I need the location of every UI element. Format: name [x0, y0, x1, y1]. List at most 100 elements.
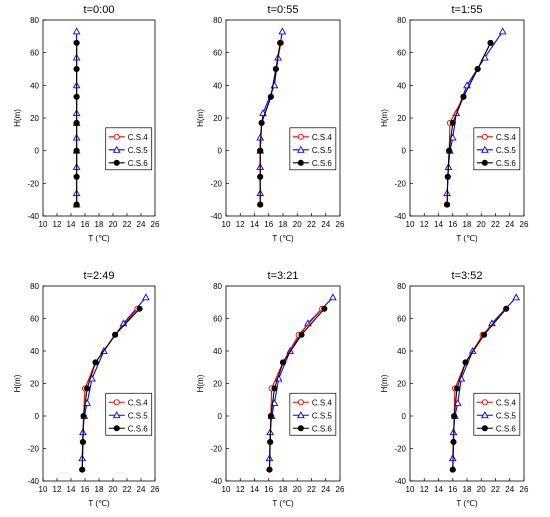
x-tick-label: 20 [477, 220, 486, 229]
legend-entry: C.S.6 [496, 159, 517, 168]
y-tick-label: 60 [30, 315, 39, 324]
x-tick-label: 26 [151, 485, 160, 494]
x-tick-label: 20 [293, 220, 302, 229]
y-axis-label: H(m) [380, 109, 389, 127]
x-tick-label: 16 [264, 485, 273, 494]
x-tick-label: 20 [477, 485, 486, 494]
x-tick-label: 10 [222, 485, 231, 494]
x-tick-label: 12 [53, 485, 62, 494]
y-tick-label: 0 [218, 147, 223, 156]
legend-entry: C.S.5 [312, 411, 333, 420]
data-point-cs5 [453, 398, 462, 406]
y-axis-label: H(m) [380, 374, 389, 392]
data-point-cs6 [450, 438, 457, 446]
legend-marker [480, 145, 489, 153]
data-point-cs6 [481, 331, 488, 338]
x-tick-label: 26 [336, 220, 345, 229]
chart-panel-6: t=3:52 10 12 14 16 18 20 22 24 26 -40 -20 0 20 40 60 80 T… [380, 270, 529, 508]
data-point-cs6 [73, 65, 80, 73]
data-point-cs6 [267, 412, 274, 420]
legend-entry: C.S.4 [312, 398, 333, 407]
x-tick-label: 18 [95, 220, 104, 229]
y-tick-label: -20 [210, 445, 222, 454]
x-tick-label: 22 [123, 220, 132, 229]
x-tick-label: 24 [137, 485, 146, 494]
chart-title: t=0:00 [84, 4, 115, 16]
x-tick-label: 22 [491, 220, 500, 229]
legend-marker [113, 425, 120, 432]
x-tick-label: 18 [95, 485, 104, 494]
y-axis-label: H(m) [13, 374, 22, 392]
data-point-cs6 [444, 173, 451, 180]
legend-marker [112, 145, 121, 153]
data-point-cs6 [258, 119, 265, 126]
data-point-cs6 [443, 201, 451, 208]
y-tick-label: 60 [397, 315, 406, 324]
data-point-cs6 [298, 331, 305, 338]
y-tick-label: -20 [27, 179, 39, 188]
plot-frame [225, 19, 341, 217]
x-tick-label: 18 [279, 220, 288, 229]
data-point-cs6 [79, 438, 86, 446]
chart-title: t=1:55 [452, 4, 483, 16]
data-point-cs6 [79, 466, 86, 473]
x-tick-label: 12 [236, 220, 245, 229]
data-point-cs6 [257, 147, 264, 154]
legend-entry: C.S.5 [312, 146, 333, 155]
data-point-cs5 [329, 293, 337, 301]
series-line-cs6 [81, 308, 141, 470]
y-tick-label: 80 [213, 282, 222, 291]
x-tick-label: 24 [321, 220, 330, 229]
data-point-cs6 [92, 359, 99, 366]
x-tick-label: 24 [321, 485, 330, 494]
data-point-cs6 [73, 39, 80, 46]
data-point-cs6 [80, 412, 87, 420]
plot-frame [42, 19, 156, 217]
x-tick-label: 10 [406, 220, 415, 229]
y-tick-label: 0 [218, 412, 223, 421]
x-axis-label: T (℃) [272, 499, 294, 508]
series-line-cs4 [452, 308, 507, 470]
chart-panel-5: t=3:21 10 12 14 16 18 20 22 24 26 -40 -20 0 20 40 60 80 T… [196, 270, 345, 508]
x-axis-label: T (℃) [88, 234, 110, 243]
data-point-cs5 [72, 27, 81, 35]
x-tick-label: 14 [67, 485, 76, 494]
data-point-cs6 [257, 173, 264, 180]
y-tick-label: 20 [30, 114, 39, 123]
y-tick-label: 40 [30, 81, 39, 90]
y-tick-label: 20 [397, 114, 406, 123]
legend-entry: C.S.6 [128, 424, 149, 433]
data-point-cs6 [321, 305, 328, 312]
y-axis-label: H(m) [196, 109, 205, 127]
y-tick-label: 40 [213, 81, 222, 90]
data-point-cs6 [272, 65, 279, 73]
y-tick-label: -20 [210, 179, 222, 188]
data-point-cs6 [460, 93, 467, 100]
y-tick-label: 20 [30, 380, 39, 389]
y-tick-label: 20 [213, 114, 222, 123]
y-tick-label: -40 [27, 212, 39, 221]
series-line-cs4 [81, 308, 138, 470]
y-tick-label: 20 [397, 380, 406, 389]
x-tick-label: 14 [434, 220, 443, 229]
data-point-cs5 [498, 27, 507, 35]
y-tick-label: 60 [397, 49, 406, 58]
x-tick-label: 10 [39, 220, 48, 229]
legend-entry: C.S.5 [128, 146, 149, 155]
plot-frame [225, 285, 341, 482]
data-point-cs6 [73, 201, 80, 208]
x-tick-label: 16 [81, 485, 90, 494]
data-point-cs6 [453, 385, 461, 392]
data-point-cs6 [271, 385, 278, 392]
data-point-cs6 [73, 119, 80, 126]
data-point-cs6 [449, 466, 456, 473]
chart-title: t=3:21 [268, 270, 299, 282]
chart-panel-3: t=1:55 10 12 14 16 18 20 22 24 26 -40 -20 0 20 40 60 80 T… [380, 4, 529, 243]
y-tick-label: 0 [35, 147, 40, 156]
chart-panel-1: t=0:00 10 12 14 16 18 20 22 24 26 -40 -20 0 20 40 60 80 T… [13, 4, 160, 243]
y-tick-label: 0 [35, 412, 40, 421]
x-tick-label: 22 [491, 485, 500, 494]
legend-entry: C.S.4 [128, 398, 149, 407]
legend-marker [297, 133, 304, 140]
